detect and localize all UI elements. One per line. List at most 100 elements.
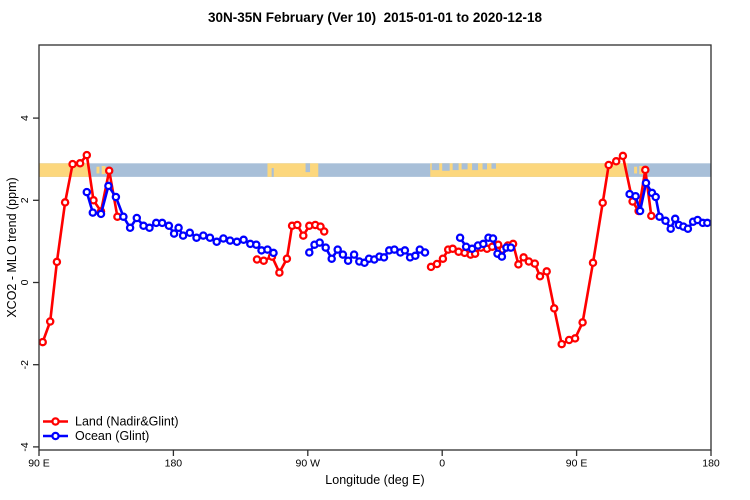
ocean-series-marker — [455, 233, 465, 242]
x-tick-label: 180 — [165, 458, 183, 470]
ocean-series-marker — [104, 181, 113, 191]
ocean-series-marker — [174, 223, 183, 233]
ocean-series-marker — [703, 218, 712, 228]
land-series-marker — [89, 196, 98, 205]
chart-title: 30N-35N February (Ver 10) 2015-01-01 to … — [208, 10, 542, 25]
ocean-series-marker — [333, 245, 342, 254]
land-series-marker — [647, 211, 656, 221]
ocean-series-marker — [192, 233, 201, 242]
map-band-inlet — [491, 163, 496, 169]
legend-label-ocean: Ocean (Glint) — [75, 429, 149, 443]
land-series-marker — [259, 256, 268, 265]
legend-symbol-ocean — [43, 431, 68, 441]
ocean-series-marker — [212, 237, 221, 247]
ocean-series-marker — [635, 206, 645, 216]
ocean-series-marker — [205, 233, 215, 242]
ocean-series-marker — [683, 224, 693, 233]
ocean-series-marker — [125, 223, 135, 233]
land-series-marker — [588, 258, 598, 268]
ocean-series-marker — [185, 228, 195, 238]
land-series-marker — [618, 151, 628, 161]
map-band-inlet — [442, 163, 450, 171]
land-series-marker — [549, 304, 559, 313]
y-axis-ticks: -4 -2 0 2 4 — [19, 115, 39, 452]
ocean-series-marker — [641, 178, 651, 188]
land-series-marker — [570, 334, 580, 343]
map-band-land — [430, 163, 628, 177]
ocean-series-marker — [420, 248, 430, 257]
ocean-series-marker — [178, 231, 188, 240]
ocean-series-marker — [666, 224, 675, 233]
land-series-marker — [82, 150, 92, 160]
land-series-marker — [519, 253, 528, 262]
land-series-marker — [52, 257, 62, 267]
ocean-series-marker — [232, 237, 242, 247]
map-band-land — [39, 163, 90, 177]
map-band-inlet — [271, 168, 274, 177]
y-tick-label: 4 — [19, 115, 31, 121]
map-band-island — [101, 166, 106, 175]
ocean-series-marker — [343, 256, 353, 265]
land-series-marker — [438, 254, 448, 263]
plot-border — [38, 44, 712, 451]
map-band-inlet — [305, 163, 311, 173]
land-series — [38, 150, 656, 349]
ocean-series-marker — [169, 229, 179, 238]
land-series-marker — [275, 268, 284, 277]
land-series-marker — [68, 159, 77, 169]
map-band-land — [267, 163, 319, 177]
land-series-marker — [611, 157, 621, 166]
ocean-series-marker — [479, 239, 488, 249]
ocean-series-marker — [82, 187, 92, 197]
ocean-series-marker — [119, 212, 128, 221]
land-series-marker — [319, 227, 329, 236]
legend-marker — [51, 431, 60, 441]
land-series-marker — [604, 160, 613, 170]
ocean-series-marker — [631, 191, 640, 201]
land-series-marker — [432, 259, 442, 269]
land-series-marker — [557, 339, 566, 349]
land-series-marker — [514, 260, 523, 269]
ocean-series-marker — [111, 192, 121, 202]
land-series-marker — [252, 255, 262, 264]
ocean-series-marker — [400, 246, 410, 255]
land-series-marker — [293, 220, 302, 230]
ocean-series-marker — [488, 234, 498, 243]
legend: Land (Nadir&Glint) Ocean (Glint) — [43, 415, 179, 443]
land-series-marker — [282, 254, 292, 263]
x-tick-label: 90 E — [28, 458, 50, 470]
land-series-marker — [299, 231, 308, 240]
land-series-marker — [641, 165, 650, 175]
ocean-series-marker — [655, 212, 664, 221]
ocean-series-marker — [219, 234, 228, 243]
y-tick-label: -4 — [19, 442, 31, 451]
land-series-marker — [38, 337, 47, 347]
map-band-inlet — [461, 163, 468, 170]
ocean-series-marker — [670, 214, 680, 224]
map-band-inlet — [452, 163, 459, 171]
latitude-band-map — [39, 163, 711, 177]
ocean-series-marker — [305, 248, 314, 257]
ocean-series-marker — [321, 243, 330, 252]
ocean-series-marker — [239, 235, 248, 245]
x-tick-label: 90 E — [566, 458, 588, 470]
ocean-series-marker — [467, 244, 477, 254]
map-band-island — [96, 166, 100, 174]
legend-label-land: Land (Nadir&Glint) — [75, 415, 179, 429]
y-tick-label: 2 — [19, 197, 31, 203]
ocean-series-marker — [338, 250, 348, 259]
ocean-series-marker — [379, 253, 389, 262]
ocean-series-marker — [199, 231, 208, 240]
land-series-marker — [578, 318, 587, 327]
ocean-series-marker — [349, 250, 359, 259]
legend-marker — [51, 417, 60, 426]
y-axis-label: XCO2 - MLO trend (ppm) — [5, 177, 19, 317]
ocean-series-marker — [327, 254, 336, 263]
ocean-series-marker — [651, 192, 660, 202]
x-tick-label: 180 — [702, 458, 720, 470]
ocean-series-marker — [661, 216, 670, 226]
ocean-series-marker — [157, 218, 167, 228]
land-series-marker — [535, 272, 545, 281]
ocean-series-marker — [263, 245, 272, 254]
